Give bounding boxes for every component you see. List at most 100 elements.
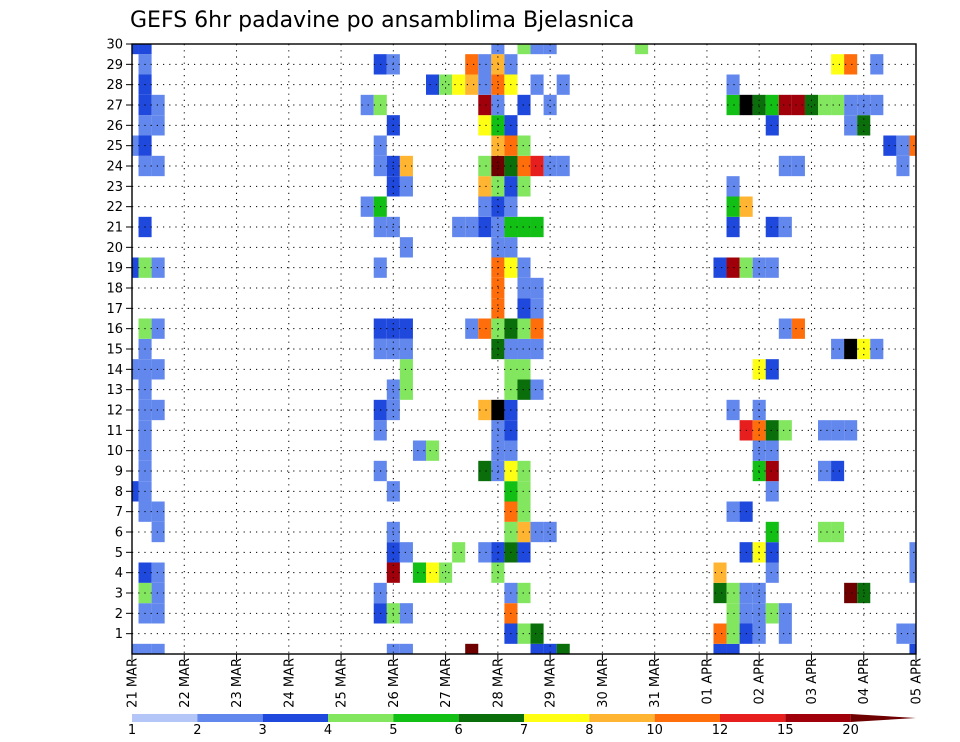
heatmap-cell xyxy=(543,521,557,543)
heatmap-cell xyxy=(896,135,910,156)
heatmap-cell xyxy=(556,643,570,654)
y-tick-label: 21 xyxy=(106,221,123,236)
y-tick-label: 29 xyxy=(106,58,123,73)
heatmap-cell xyxy=(556,155,570,177)
heatmap-cell xyxy=(412,440,426,461)
heatmap-cell xyxy=(804,94,818,116)
y-tick-label: 9 xyxy=(115,465,123,480)
heatmap-cell xyxy=(151,399,165,421)
heatmap-cell xyxy=(778,216,792,238)
heatmap-cell xyxy=(778,155,792,177)
color-scale-label: 6 xyxy=(455,723,463,738)
heatmap-cell xyxy=(151,94,165,116)
x-tick-label: 30 MAR xyxy=(596,658,611,708)
heatmap-cell xyxy=(517,94,531,116)
x-tick-label: 31 MAR xyxy=(648,658,663,708)
heatmap-cell xyxy=(726,176,740,197)
color-scale-swatch xyxy=(393,714,459,722)
heatmap-cell xyxy=(844,338,858,360)
color-scale-swatch xyxy=(654,714,720,722)
heatmap-cell xyxy=(530,338,544,360)
heatmap-cell xyxy=(517,501,531,522)
x-tick-label: 23 MAR xyxy=(230,658,245,708)
y-tick-label: 27 xyxy=(106,99,123,114)
heatmap-cell xyxy=(517,135,531,156)
heatmap-cell xyxy=(909,623,916,644)
heatmap-cell xyxy=(426,74,440,95)
heatmap-cell xyxy=(818,521,832,543)
color-scale-bar: 1 2 3 4 5 6 7 8 10 12 15 20 xyxy=(128,714,916,738)
y-tick-label: 18 xyxy=(106,282,123,297)
heatmap-cell xyxy=(713,623,727,644)
y-tick-label: 28 xyxy=(106,78,123,93)
color-scale-label: 1 xyxy=(128,723,136,738)
heatmap-cell xyxy=(412,562,426,583)
heatmap-cell xyxy=(765,115,779,136)
heatmap-cell xyxy=(439,562,453,583)
heatmap-cell xyxy=(818,420,832,441)
color-scale-label: 10 xyxy=(646,723,663,738)
heatmap-cell xyxy=(543,643,557,654)
heatmap-cell xyxy=(452,542,466,563)
heatmap-cell xyxy=(765,216,779,238)
heatmap-cell xyxy=(151,521,165,543)
heatmap-cell xyxy=(530,643,544,654)
heatmap-cell xyxy=(778,420,792,441)
y-tick-label: 7 xyxy=(115,505,123,520)
y-tick-label: 2 xyxy=(115,607,123,622)
color-scale-label: 3 xyxy=(259,723,267,738)
heatmap-cell xyxy=(530,623,544,644)
heatmap-cell xyxy=(791,94,805,116)
color-scale-swatch xyxy=(132,714,198,722)
heatmap-cell xyxy=(151,582,165,604)
heatmap-cell xyxy=(399,338,413,360)
x-tick-label: 24 MAR xyxy=(282,658,297,708)
heatmap-cell xyxy=(426,440,440,461)
x-tick-label: 26 MAR xyxy=(387,658,402,708)
heatmap-cell xyxy=(151,501,165,522)
heatmap-cell xyxy=(765,257,779,278)
heatmap-cell xyxy=(726,399,740,421)
heatmap-cell xyxy=(530,277,544,299)
heatmap-cell xyxy=(844,115,858,136)
heatmap-cell xyxy=(452,216,466,238)
y-tick-label: 8 xyxy=(115,485,123,500)
heatmap-cell xyxy=(726,216,740,238)
heatmap-cell xyxy=(726,501,740,522)
heatmap-cell xyxy=(556,74,570,95)
heatmap-cell xyxy=(478,399,492,421)
heatmap-cell xyxy=(151,359,165,380)
heatmap-cell xyxy=(726,623,740,644)
heatmap-cell xyxy=(530,155,544,177)
heatmap-cell xyxy=(517,298,531,319)
heatmap-cell xyxy=(399,542,413,563)
heatmap-cells xyxy=(132,44,916,654)
heatmap-cell xyxy=(517,216,531,238)
heatmap-cell xyxy=(831,420,845,441)
heatmap-cell xyxy=(399,237,413,258)
heatmap-cell xyxy=(132,481,139,502)
heatmap-cell xyxy=(726,94,740,116)
color-scale-label: 12 xyxy=(712,723,729,738)
heatmap-cell xyxy=(530,74,544,95)
heatmap-cell xyxy=(132,44,139,55)
x-tick-label: 27 MAR xyxy=(439,658,454,708)
heatmap-cell xyxy=(778,603,792,624)
heatmap-cell xyxy=(517,582,531,604)
heatmap-cell xyxy=(465,216,479,238)
heatmap-cell xyxy=(726,196,740,217)
chart-title: GEFS 6hr padavine po ansamblima Bjelasni… xyxy=(130,8,634,33)
heatmap-cell xyxy=(439,74,453,95)
heatmap-cell xyxy=(713,257,727,278)
heatmap-cell xyxy=(517,460,531,482)
y-tick-label: 26 xyxy=(106,119,123,134)
y-tick-label: 17 xyxy=(106,302,123,317)
color-scale-label: 8 xyxy=(585,723,593,738)
heatmap-cell xyxy=(399,603,413,624)
heatmap-cell xyxy=(831,94,845,116)
heatmap-cell xyxy=(713,643,727,654)
x-tick-label: 05 APR xyxy=(910,658,925,704)
heatmap-cell xyxy=(399,318,413,339)
heatmap-cell xyxy=(909,135,916,156)
heatmap-cell xyxy=(530,216,544,238)
